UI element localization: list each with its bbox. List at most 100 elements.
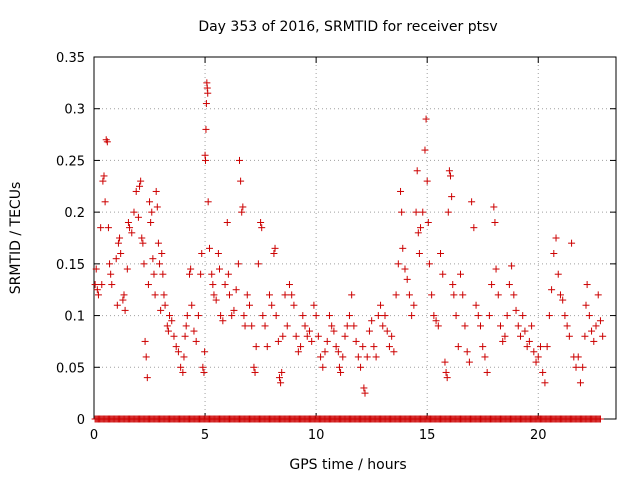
data-point bbox=[561, 312, 569, 320]
data-point bbox=[99, 177, 107, 185]
data-point bbox=[554, 270, 562, 278]
data-point bbox=[137, 177, 145, 185]
data-point bbox=[139, 239, 147, 247]
data-point bbox=[144, 281, 152, 289]
data-point bbox=[271, 244, 279, 252]
data-point bbox=[448, 193, 456, 201]
data-point bbox=[334, 348, 342, 356]
data-point bbox=[452, 312, 460, 320]
data-point bbox=[328, 322, 336, 330]
data-point bbox=[422, 115, 430, 123]
data-point bbox=[392, 291, 400, 299]
data-point bbox=[234, 260, 242, 268]
data-point bbox=[136, 182, 144, 190]
data-point bbox=[430, 312, 438, 320]
data-point bbox=[321, 348, 329, 356]
data-point bbox=[117, 250, 125, 258]
data-point bbox=[235, 156, 243, 164]
data-point bbox=[303, 332, 311, 340]
data-point bbox=[208, 270, 216, 278]
data-point bbox=[343, 322, 351, 330]
data-point bbox=[361, 389, 369, 397]
data-point bbox=[257, 218, 265, 226]
data-point bbox=[210, 291, 218, 299]
data-point bbox=[120, 291, 128, 299]
data-point bbox=[153, 203, 161, 211]
data-point bbox=[299, 312, 307, 320]
data-point bbox=[541, 379, 549, 387]
data-point bbox=[534, 353, 542, 361]
data-point bbox=[499, 337, 507, 345]
data-point bbox=[278, 368, 286, 376]
data-point bbox=[335, 363, 343, 371]
data-point bbox=[463, 348, 471, 356]
data-point bbox=[383, 327, 391, 335]
data-point bbox=[585, 312, 593, 320]
y-tick-label: 0.35 bbox=[56, 51, 85, 66]
data-point bbox=[163, 322, 171, 330]
y-tick-label: 0.15 bbox=[56, 258, 85, 273]
data-point bbox=[261, 322, 269, 330]
data-point bbox=[157, 306, 165, 314]
data-point bbox=[413, 167, 421, 175]
data-point bbox=[588, 327, 596, 335]
data-point bbox=[250, 363, 258, 371]
data-point bbox=[428, 291, 436, 299]
data-point bbox=[425, 260, 433, 268]
data-point bbox=[301, 322, 309, 330]
x-tick-label: 10 bbox=[308, 428, 325, 443]
data-point bbox=[283, 322, 291, 330]
data-point bbox=[259, 312, 267, 320]
data-point bbox=[182, 322, 190, 330]
data-point bbox=[532, 358, 540, 366]
x-axis: 0 5 10 15 20 bbox=[90, 57, 547, 443]
data-point bbox=[148, 208, 156, 216]
data-point bbox=[270, 250, 278, 258]
y-tick-label: 0.3 bbox=[64, 103, 85, 118]
data-point bbox=[179, 368, 187, 376]
data-point bbox=[221, 281, 229, 289]
data-point bbox=[108, 281, 116, 289]
data-point bbox=[374, 312, 382, 320]
data-point bbox=[457, 270, 465, 278]
data-point bbox=[536, 343, 544, 351]
data-point bbox=[488, 281, 496, 289]
data-point bbox=[202, 125, 210, 133]
data-point bbox=[154, 239, 162, 247]
data-point bbox=[556, 291, 564, 299]
data-point bbox=[141, 337, 149, 345]
data-point bbox=[200, 368, 208, 376]
data-point bbox=[101, 198, 109, 206]
data-point bbox=[581, 332, 589, 340]
data-point bbox=[365, 327, 373, 335]
data-point bbox=[258, 224, 266, 232]
data-point bbox=[237, 177, 245, 185]
data-point bbox=[494, 291, 502, 299]
data-point bbox=[314, 332, 322, 340]
data-point bbox=[197, 270, 205, 278]
data-point bbox=[449, 281, 457, 289]
data-point bbox=[158, 250, 166, 258]
data-point bbox=[219, 317, 227, 325]
data-point bbox=[519, 312, 527, 320]
data-point bbox=[360, 384, 368, 392]
data-point bbox=[132, 187, 140, 195]
data-point bbox=[274, 337, 282, 345]
data-point bbox=[97, 224, 105, 232]
data-point bbox=[204, 89, 212, 97]
data-point bbox=[491, 218, 499, 226]
data-point bbox=[539, 368, 547, 376]
data-point bbox=[223, 218, 231, 226]
data-point bbox=[134, 213, 142, 221]
data-point bbox=[147, 218, 155, 226]
data-point bbox=[512, 306, 520, 314]
y-tick-label: 0 bbox=[77, 413, 85, 428]
data-point bbox=[104, 224, 112, 232]
data-point bbox=[408, 312, 416, 320]
data-point bbox=[243, 291, 251, 299]
data-point bbox=[474, 312, 482, 320]
grid-lines bbox=[94, 57, 616, 419]
data-point bbox=[441, 358, 449, 366]
data-point bbox=[93, 286, 101, 294]
data-point bbox=[421, 146, 429, 154]
